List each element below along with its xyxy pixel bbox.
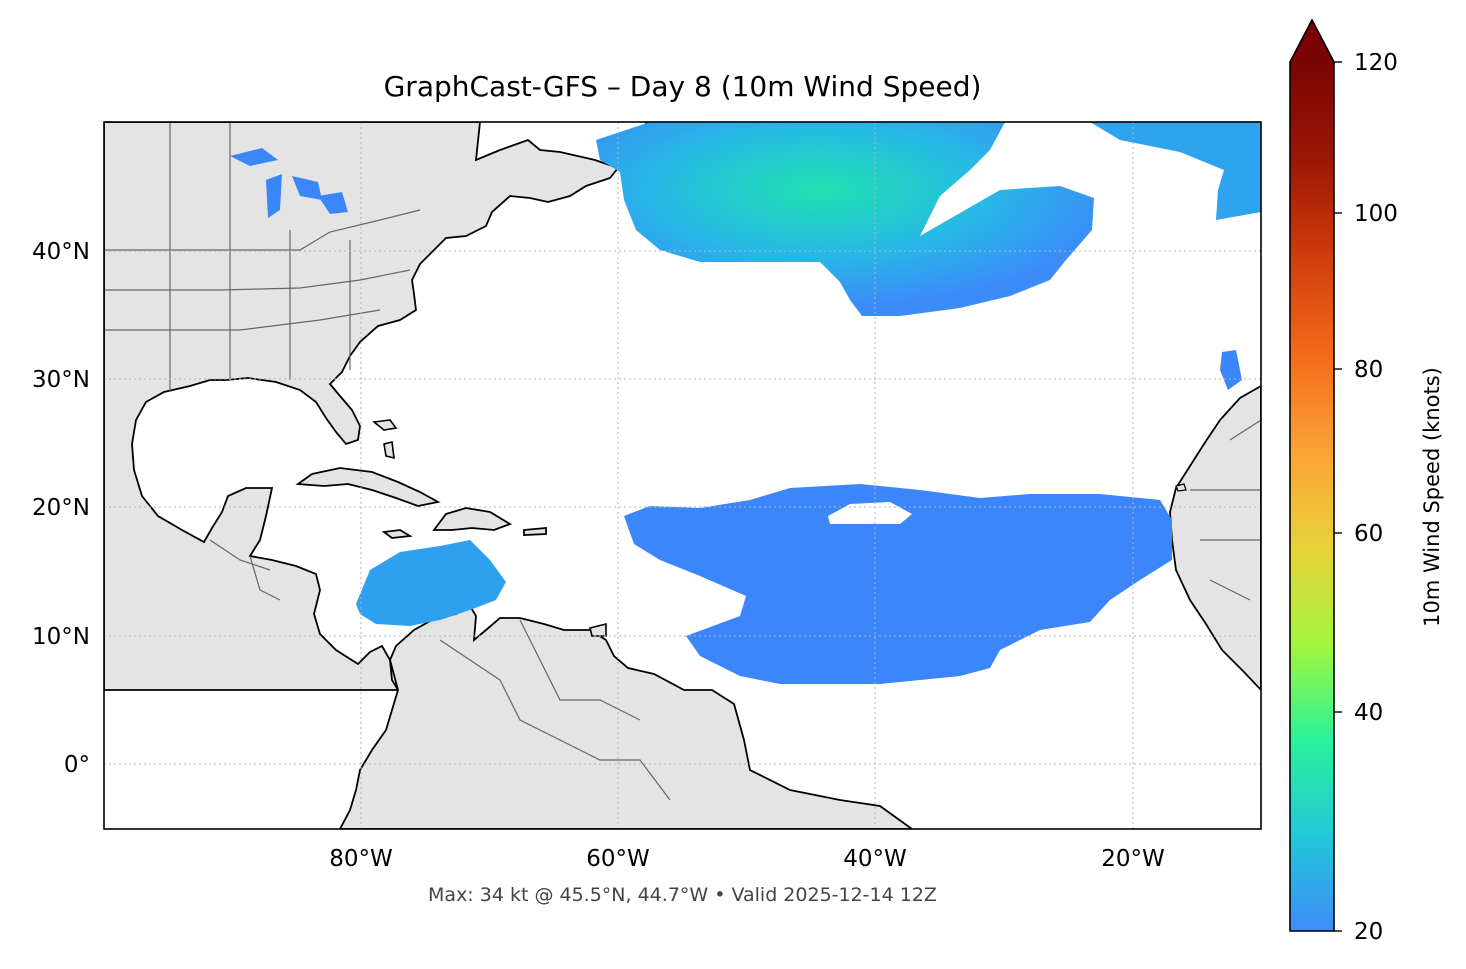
x-tick-label: 80°W [329,846,393,872]
x-tick-label: 20°W [1101,846,1165,872]
y-tick-label: 10°N [32,624,90,650]
great-lakes [230,148,348,218]
land-bahamas [372,419,398,460]
wind-field-north-east [1090,122,1261,220]
y-tick-label: 40°N [32,239,90,265]
colorbar-tick-label: 100 [1354,201,1398,227]
chart-title: GraphCast-GFS – Day 8 (10m Wind Speed) [383,70,982,103]
land-jamaica [381,529,413,539]
colorbar-label: 10m Wind Speed (knots) [1420,367,1444,627]
land-cuba [295,467,441,507]
land-canary-islands [1175,483,1187,492]
colorbar-outline [1289,18,1335,932]
colorbar-tick-label: 120 [1354,50,1398,76]
wind-field-azores [1220,350,1242,390]
wind-field-north [596,122,1094,316]
map-area [104,122,1261,829]
colorbar-tick-label: 60 [1354,521,1383,547]
y-tick-label: 20°N [32,495,90,521]
colorbar-extend-arrow [1290,20,1334,62]
x-tick-label: 40°W [843,846,907,872]
y-tick-label: 30°N [32,367,90,393]
colorbar-tick-label: 40 [1354,700,1383,726]
y-tick-label: 0° [64,752,90,778]
wind-field-caribbean [356,540,506,626]
x-tick-label: 60°W [586,846,650,872]
colorbar: 120 100 80 60 40 20 [1289,18,1398,945]
wind-field-tropical [624,484,1172,684]
map-frame [103,121,1262,830]
land-north-america [104,122,620,691]
colorbar-gradient [1290,62,1334,931]
colorbar-tick-label: 80 [1354,357,1383,383]
land-hispaniola [432,507,513,531]
colorbar-tick-label: 20 [1354,919,1383,945]
land-puerto-rico [523,527,547,536]
footer-note: Max: 34 kt @ 45.5°N, 44.7°W • Valid 2025… [428,884,937,906]
